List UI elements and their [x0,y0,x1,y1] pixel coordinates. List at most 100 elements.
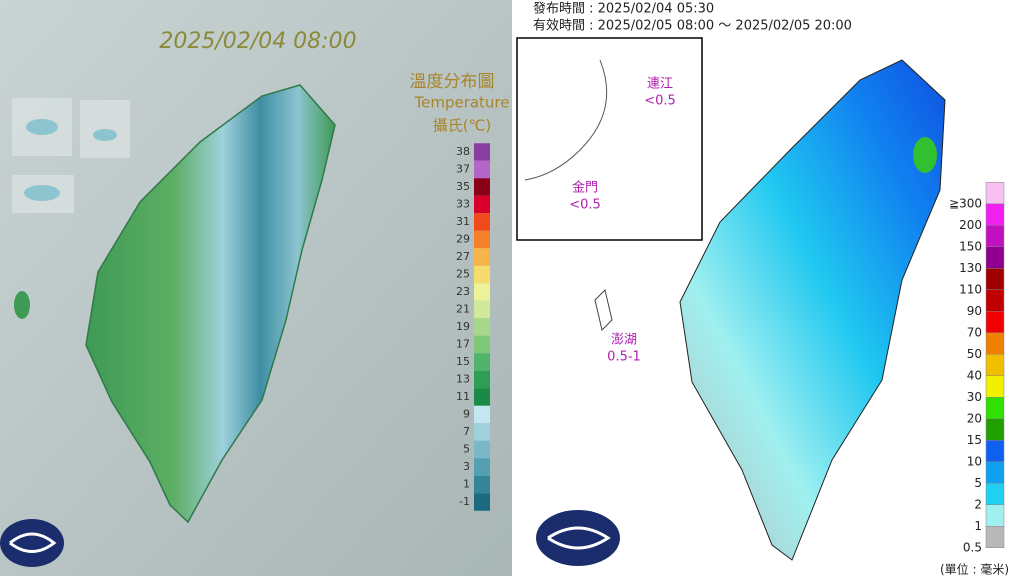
legend-label: 30 [967,390,982,404]
legend-swatch [474,283,490,301]
legend-label: 9 [463,408,470,421]
rain-legend: ≧300 200 150 130 110 90 70 50 40 30 20 15 10 5 2 1 0.5 [949,182,1005,554]
legend-swatch [985,526,1005,548]
legend-swatch [985,354,1005,376]
legend-label: 70 [967,325,982,339]
legend-swatch [474,440,490,459]
legend-label: 35 [456,180,470,193]
inset-box [516,37,703,241]
legend-label: 7 [463,425,470,438]
legend-label: 1 [974,519,982,533]
legend-label: 29 [456,233,470,246]
issued-time: 發布時間 : 2025/02/04 05:30 [533,2,714,17]
legend-label: 90 [967,304,982,318]
legend-label: 20 [967,411,982,425]
legend-swatch [985,268,1005,290]
legend-swatch [985,418,1005,441]
legend-swatch [985,289,1005,312]
legend-label: 200 [959,218,982,232]
legend-swatch [985,203,1005,226]
legend-label: 38 [456,145,470,158]
legend-label: 10 [967,454,982,468]
legend-swatch [985,483,1005,505]
legend-unit: 攝氏(℃) [433,117,492,135]
legend-swatch [474,493,490,511]
legend-swatch [985,397,1005,419]
legend-label: 1 [463,478,470,491]
legend-label: 15 [456,355,470,368]
legend-swatch [985,375,1005,398]
legend-label: 25 [456,268,470,281]
island [24,185,60,201]
legend-swatch [985,182,1005,204]
legend-swatch [474,458,490,476]
legend-swatch [474,230,490,249]
legend-label: 13 [456,373,470,386]
island-name: 連江 [647,77,673,92]
legend-swatch [985,311,1005,333]
legend-label: 31 [456,215,470,228]
legend-swatch [985,225,1005,247]
legend-label: 11 [456,390,470,403]
island-name: 澎湖 [611,333,637,348]
legend-swatch [474,405,490,424]
legend-label: 50 [967,347,982,361]
cwa-logo [536,510,620,566]
island [26,119,58,135]
legend-swatch [985,504,1005,527]
legend-swatch [985,440,1005,462]
legend-swatch [474,178,490,196]
logo-swirl [547,526,611,550]
legend-swatch [985,246,1005,269]
legend-swatch [474,475,490,494]
legend-label: 40 [967,368,982,382]
legend-label: 33 [456,198,470,211]
legend-subtitle: Temperature [413,94,509,112]
legend-label: 37 [456,163,470,176]
island-name: 金門 [572,180,598,196]
legend-label: 2 [974,497,982,511]
legend-swatch [474,265,490,284]
legend-label: 19 [456,320,470,333]
legend-label: 5 [974,476,982,490]
legend-label: -1 [459,495,470,508]
legend-swatch [474,388,490,406]
legend-swatch [474,160,490,179]
legend-label: 150 [959,239,982,253]
legend-label: 17 [456,338,470,351]
legend-label: 15 [967,433,982,447]
unit-label: (單位 : 毫米) [940,562,1009,576]
island [93,129,117,141]
legend-swatch [474,370,490,389]
heavy-rain-area [913,137,937,173]
legend-swatch [474,195,490,214]
legend-label: 27 [456,250,470,263]
legend-swatch [474,335,490,354]
legend-label: 130 [959,261,982,275]
legend-swatch [474,213,490,231]
legend-swatch [474,248,490,266]
legend-swatch [474,143,490,161]
legend-label: 110 [959,282,982,296]
legend-label: 21 [456,303,470,316]
penghu-outline [594,289,613,331]
island-rain: <0.5 [569,198,601,213]
timestamp: 2025/02/04 08:00 [159,29,356,54]
legend-swatch [474,300,490,319]
legend-swatch [474,318,490,336]
island-labels: 連江 <0.5 金門 <0.5 澎湖 0.5-1 [569,77,676,365]
penghu [14,291,30,319]
legend-title: 溫度分布圖 [410,72,495,92]
island-rain: <0.5 [644,94,676,109]
legend-label: 3 [463,460,470,473]
cwa-logo [0,519,64,567]
logo-swirl [9,532,57,553]
taiwan-temperature-map [85,84,336,524]
legend-label: 0.5 [963,540,982,554]
legend-swatch [474,353,490,371]
legend-label: ≧300 [949,196,982,210]
china-coast [524,59,608,181]
